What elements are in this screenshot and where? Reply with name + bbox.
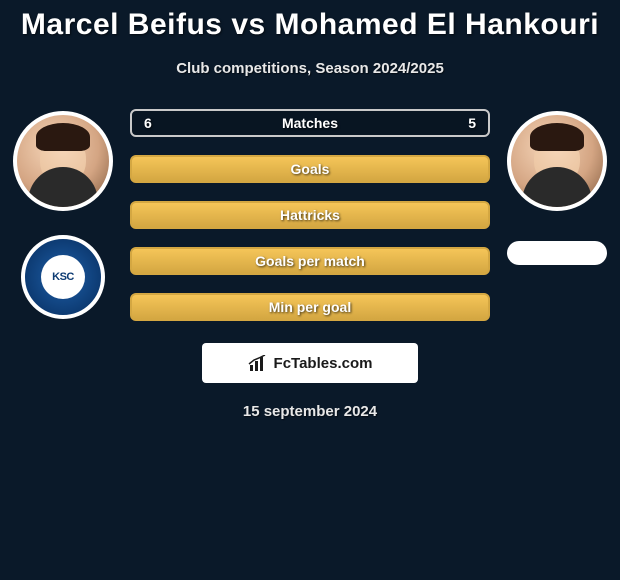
stat-bar-hattricks: Hattricks [130, 201, 490, 229]
stats-column: 6 Matches 5 Goals Hattricks Goals per ma… [118, 109, 502, 321]
date-line: 15 september 2024 [0, 403, 620, 420]
watermark-text: FcTables.com [274, 355, 373, 372]
comparison-card: Marcel Beifus vs Mohamed El Hankouri Clu… [0, 0, 620, 420]
player-right-avatar [507, 111, 607, 211]
stat-label: Goals per match [255, 253, 365, 269]
subtitle: Club competitions, Season 2024/2025 [0, 60, 620, 77]
stat-label: Goals [291, 161, 330, 177]
avatar-hair [530, 123, 584, 151]
right-column [502, 109, 612, 265]
stat-label: Min per goal [269, 299, 351, 315]
stat-label: Matches [282, 115, 338, 131]
stat-bar-min-per-goal: Min per goal [130, 293, 490, 321]
player-left-club-badge: KSC [21, 235, 105, 319]
stat-left-value: 6 [144, 115, 152, 131]
stat-bar-matches: 6 Matches 5 [130, 109, 490, 137]
stat-bar-goals-per-match: Goals per match [130, 247, 490, 275]
club-code: KSC [52, 271, 74, 283]
stat-bar-goals: Goals [130, 155, 490, 183]
main-row: KSC 6 Matches 5 Goals Hattricks Goals pe… [0, 109, 620, 321]
stat-right-value: 5 [468, 115, 476, 131]
player-right-club-badge [507, 241, 607, 265]
chart-icon [248, 355, 268, 371]
player-left-avatar [13, 111, 113, 211]
stat-label: Hattricks [280, 207, 340, 223]
left-column: KSC [8, 109, 118, 319]
watermark: FcTables.com [202, 343, 418, 383]
page-title: Marcel Beifus vs Mohamed El Hankouri [0, 8, 620, 42]
avatar-hair [36, 123, 90, 151]
